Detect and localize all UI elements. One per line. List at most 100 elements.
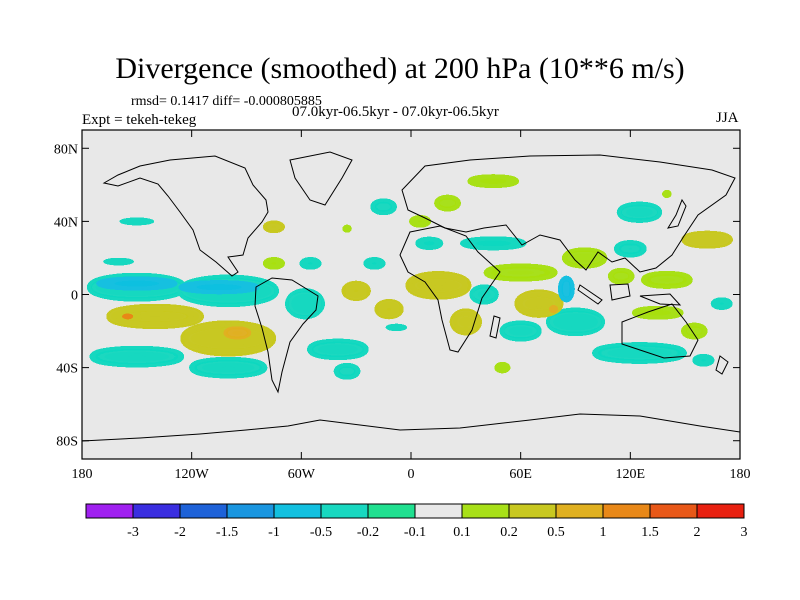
contour-region-27 xyxy=(612,201,667,224)
colorbar-label-11: 1.5 xyxy=(641,525,659,540)
contour-region-16 xyxy=(429,193,466,213)
contour-region-7 xyxy=(328,362,366,381)
contour-region-53 xyxy=(109,310,146,322)
y-tick-label-1: 40N xyxy=(54,215,78,230)
contour-region-32 xyxy=(584,342,695,364)
x-tick-label-6: 180 xyxy=(730,467,751,482)
colorbar: -3 -2 -1.5 -1 -0.5 -0.2 -0.1 0.1 0.2 0.5 1 1.5 2 3 xyxy=(85,503,748,540)
contour-region-50 xyxy=(215,325,260,341)
experiment-label: Expt = tekeh-tekeg xyxy=(82,112,197,128)
stats-label: rmsd= 0.1417 diff= -0.000805885 xyxy=(131,94,322,109)
contour-region-26 xyxy=(608,239,653,258)
contour-region-36 xyxy=(487,360,518,375)
colorbar-swatch-5 xyxy=(320,503,369,519)
colorbar-label-4: -0.5 xyxy=(310,525,332,540)
axes: 180 120W 60W 0 60E 120E 180 80N 40N 0 40S 80S xyxy=(54,130,751,482)
colorbar-swatch-12 xyxy=(649,503,698,519)
japan-coast xyxy=(666,198,687,229)
x-tick-label-0: 180 xyxy=(72,467,93,482)
colorbar-swatch-4 xyxy=(273,503,322,519)
colorbar-swatch-6 xyxy=(367,503,416,519)
contour-region-49 xyxy=(674,230,740,249)
contour-region-43 xyxy=(255,219,293,235)
colorbar-swatch-3 xyxy=(226,503,275,519)
australia-coast xyxy=(621,303,699,359)
colorbar-swatch-2 xyxy=(179,503,228,519)
contour-region-31 xyxy=(703,296,740,311)
contour-region-9 xyxy=(292,256,329,271)
x-tick-label-5: 120E xyxy=(616,467,646,482)
contour-region-14 xyxy=(365,197,402,216)
colorbar-label-7: 0.1 xyxy=(453,525,471,540)
contour-region-4 xyxy=(283,287,327,321)
colorbar-swatch-7 xyxy=(414,503,463,519)
greenland-coast xyxy=(289,151,353,206)
colorbar-swatch-8 xyxy=(461,503,510,519)
colorbar-label-9: 0.5 xyxy=(547,525,565,540)
contour-region-22 xyxy=(495,320,547,343)
colorbar-label-10: 1 xyxy=(600,525,607,540)
y-tick-label-0: 80N xyxy=(54,142,78,157)
colorbar-label-2: -1.5 xyxy=(216,525,238,540)
contour-region-45 xyxy=(401,270,475,300)
colorbar-label-1: -2 xyxy=(174,525,186,540)
colorbar-label-12: 2 xyxy=(694,525,701,540)
eurasia-coast xyxy=(401,154,736,273)
north-america-coast xyxy=(102,155,269,277)
new-zealand-coast xyxy=(715,355,729,375)
colorbar-label-6: -0.1 xyxy=(404,525,426,540)
contour-region-29 xyxy=(633,270,700,290)
contour-region-24 xyxy=(557,246,613,269)
contour-region-41 xyxy=(337,279,375,302)
colorbar-label-3: -1 xyxy=(268,525,280,540)
contour-region-25 xyxy=(602,267,640,286)
contour-region-15 xyxy=(401,214,439,229)
chart-title: Divergence (smoothed) at 200 hPa (10**6 … xyxy=(115,52,685,85)
contour-region-39 xyxy=(100,303,210,330)
coastlines xyxy=(82,151,740,442)
colorbar-swatch-9 xyxy=(508,503,557,519)
contour-region-46 xyxy=(447,307,485,337)
contour-region-28 xyxy=(655,186,678,202)
y-tick-label-4: 80S xyxy=(56,435,78,450)
contour-region-8 xyxy=(255,256,293,271)
contour-region-17 xyxy=(456,173,530,189)
contour-region-48 xyxy=(557,270,576,308)
colorbar-label-13: 3 xyxy=(741,525,748,540)
period-label: 07.0kyr-06.5kyr - 07.0kyr-06.5kyr xyxy=(292,104,499,120)
antarctica-coast xyxy=(82,413,740,442)
contour-region-52 xyxy=(665,289,687,300)
contour-region-6 xyxy=(301,338,375,361)
contour-region-20 xyxy=(474,263,567,282)
colorbar-label-8: 0.2 xyxy=(500,525,518,540)
contour-region-42 xyxy=(370,298,408,321)
contour-region-11 xyxy=(100,215,174,227)
contour-region-33 xyxy=(676,321,713,341)
colorbar-swatch-0 xyxy=(85,503,134,519)
y-tick-label-3: 40S xyxy=(56,362,78,377)
contour-region-35 xyxy=(573,427,596,436)
borneo-coast xyxy=(609,283,631,301)
y-tick-label-2: 0 xyxy=(71,289,78,304)
colorbar-swatch-13 xyxy=(696,503,745,519)
x-tick-label-3: 0 xyxy=(408,467,415,482)
x-tick-label-1: 120W xyxy=(175,467,210,482)
contour-region-51 xyxy=(542,301,565,317)
field-layers xyxy=(82,173,740,436)
contour-region-18 xyxy=(407,236,452,251)
colorbar-swatch-10 xyxy=(555,503,604,519)
colorbar-label-0: -3 xyxy=(127,525,139,540)
season-label: JJA xyxy=(716,110,739,126)
contour-region-12 xyxy=(85,256,152,268)
contour-region-2 xyxy=(82,345,192,368)
madagascar-coast xyxy=(489,315,501,339)
contour-region-3 xyxy=(182,356,274,379)
colorbar-swatch-1 xyxy=(132,503,181,519)
contour-region-19 xyxy=(447,236,539,251)
new-guinea-coast xyxy=(639,293,682,306)
contour-region-38 xyxy=(164,279,274,295)
colorbar-label-5: -0.2 xyxy=(357,525,379,540)
south-america-coast xyxy=(254,277,319,394)
contour-region-13 xyxy=(336,221,358,237)
